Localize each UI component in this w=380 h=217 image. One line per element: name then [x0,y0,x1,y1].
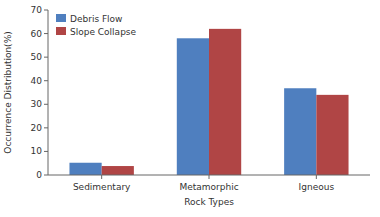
legend-label: Debris Flow [70,14,122,24]
y-tick [44,80,48,81]
legend-swatch [56,14,66,22]
x-axis-label: Rock Types [184,197,234,207]
y-tick [44,151,48,152]
y-tick-label: 20 [31,123,43,133]
bar [177,38,209,175]
y-tick-label: 70 [31,5,43,15]
y-tick-label: 50 [31,52,43,62]
legend-swatch [56,27,66,35]
y-tick-label: 0 [36,170,42,180]
bar [316,95,348,175]
y-tick [44,10,48,11]
y-tick [44,57,48,58]
y-tick [44,104,48,105]
y-tick-label: 30 [31,99,43,109]
chart-svg: 0 10 20 30 40 50 60 70 Occurrence Distribution(%… [0,0,380,217]
y-axis-label: Occurrence Distribution(%) [3,31,13,153]
bar [102,166,134,175]
legend-label: Slope Collapse [70,27,137,37]
x-tick-label: Igneous [299,182,335,192]
y-tick [44,175,48,176]
y-tick [44,127,48,128]
x-tick [101,175,102,179]
y-axis-line [48,10,49,175]
x-tick [209,175,210,179]
legend: Debris Flow Slope Collapse [56,14,137,37]
y-tick-label: 10 [31,146,43,156]
x-tick-label: Metamorphic [179,182,238,192]
bar [284,88,316,175]
x-tick [316,175,317,179]
x-axis: Sedimentary Metamorphic Igneous [48,175,370,192]
y-tick [44,33,48,34]
chart-container: 0 10 20 30 40 50 60 70 Occurrence Distribution(%… [0,0,380,217]
bars [69,29,348,175]
x-tick-label: Sedimentary [73,182,131,192]
y-tick-label: 40 [31,76,43,86]
bar [209,29,241,175]
bar [69,163,101,175]
y-axis: 0 10 20 30 40 50 60 70 [31,5,48,180]
y-tick-label: 60 [31,29,43,39]
